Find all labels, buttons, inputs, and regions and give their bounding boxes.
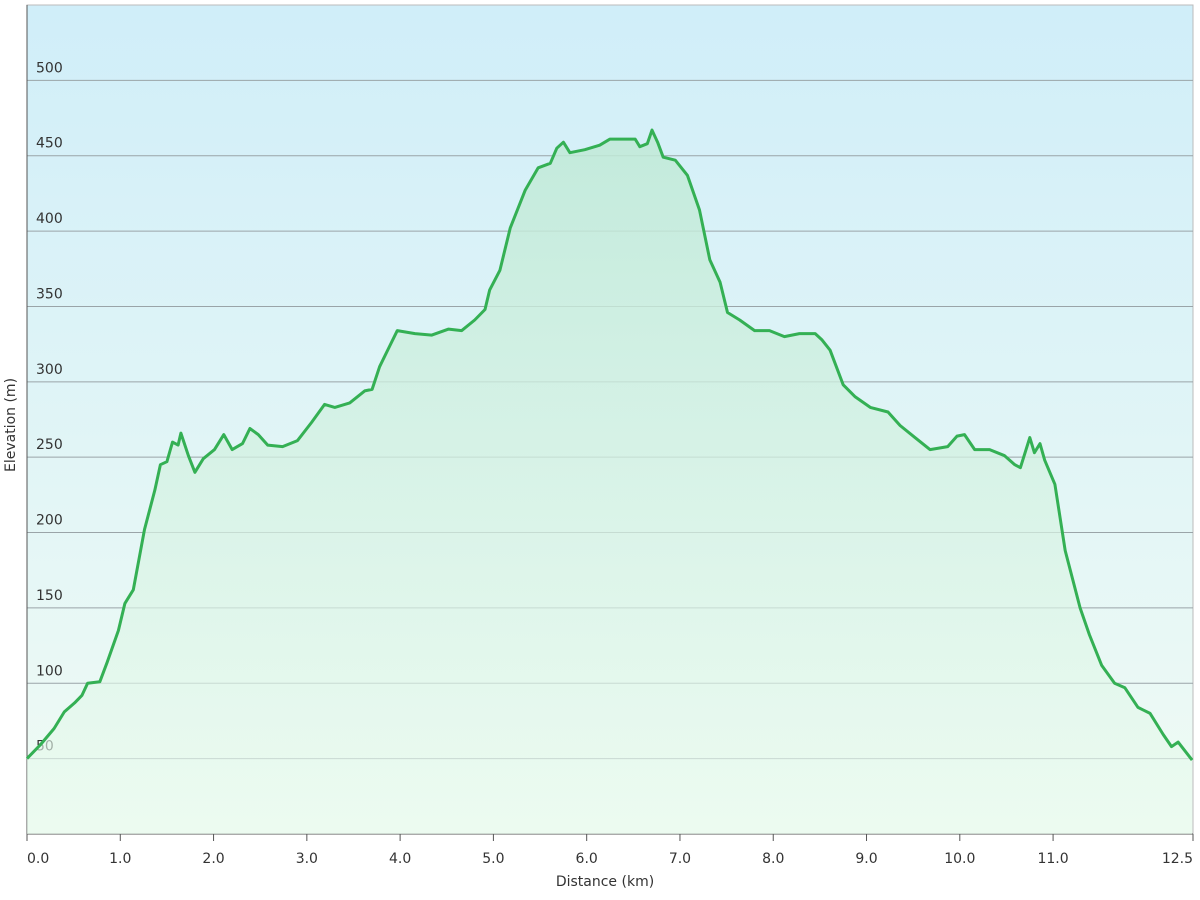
x-tick-label: 4.0: [389, 851, 411, 867]
y-axis-title: Elevation (m): [3, 378, 19, 472]
x-tick-label: 1.0: [109, 851, 131, 867]
x-axis-title: Distance (km): [556, 874, 654, 890]
elevation-line: [25, 128, 1194, 762]
y-tick-label: 500: [36, 60, 63, 76]
x-tick-label: 10.0: [944, 851, 975, 867]
x-tick-label: 12.5: [1162, 851, 1193, 867]
x-tick-label: 5.0: [482, 851, 504, 867]
x-tick-label: 2.0: [202, 851, 224, 867]
x-tick-label: 7.0: [669, 851, 691, 867]
y-tick-label: 450: [36, 136, 63, 152]
x-tick-label: 6.0: [576, 851, 598, 867]
y-tick-label: 300: [36, 362, 63, 378]
x-tick-label: 9.0: [855, 851, 877, 867]
y-tick-label: 200: [36, 513, 63, 529]
y-tick-label: 400: [36, 211, 63, 227]
y-tick-label: 150: [36, 588, 63, 604]
y-tick-label: 350: [36, 286, 63, 302]
x-tick-label: 3.0: [296, 851, 318, 867]
y-tick-label: 250: [36, 437, 63, 453]
x-tick-label: 0.0: [27, 851, 49, 867]
area-fill: [27, 130, 1193, 835]
y-tick-label: 100: [36, 663, 63, 679]
x-tick-label: 8.0: [762, 851, 784, 867]
x-tick-label: 11.0: [1037, 851, 1068, 867]
